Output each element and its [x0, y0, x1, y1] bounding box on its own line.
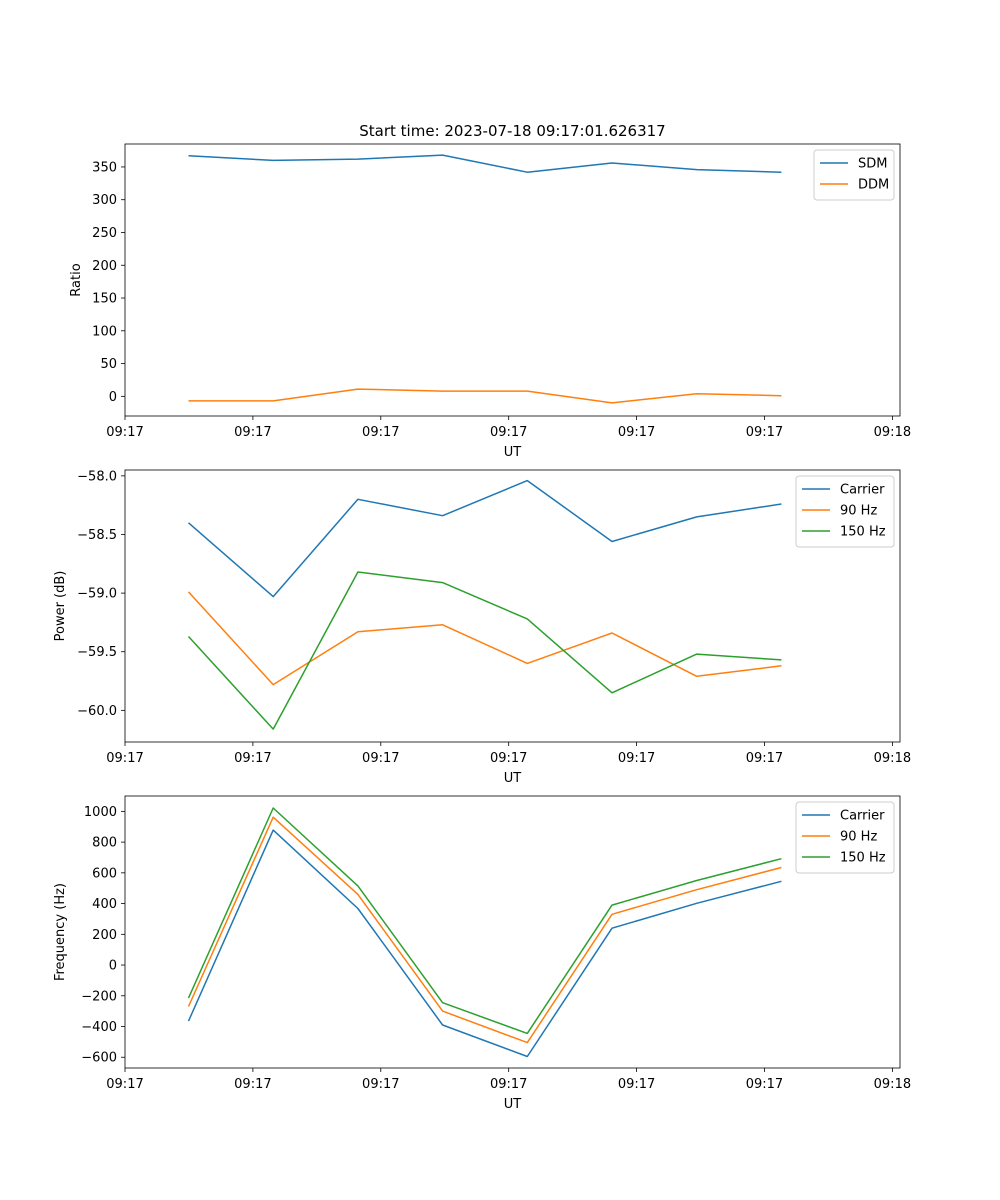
ratio-y-tick-label: 0	[109, 390, 117, 405]
ratio-x-tick-label: 09:17	[746, 425, 783, 440]
ratio-y-tick-label: 300	[92, 193, 117, 208]
frequency-panel: 09:17 09:17 09:17 09:17 09:17 09:17 09:18 −600 −…	[53, 795, 911, 1112]
frequency-x-axis-label: UT	[504, 1097, 522, 1112]
power-x-tick-label: 09:17	[362, 751, 399, 766]
frequency-x-tick-label: 09:18	[874, 1077, 911, 1092]
ratio-x-axis-label: UT	[504, 445, 522, 460]
power-axes-frame	[124, 469, 901, 743]
frequency-legend-label: 90 Hz	[840, 830, 877, 845]
frequency-x-tick-label: 09:17	[362, 1077, 399, 1092]
frequency-legend	[795, 801, 895, 874]
power-panel: 09:17 09:17 09:17 09:17 09:17 09:17 09:18 −60.0…	[53, 469, 911, 786]
ratio-x-tick-label: 09:17	[490, 425, 527, 440]
ratio-y-tick-label: 350	[92, 160, 117, 175]
frequency-y-tick-label: 400	[92, 897, 117, 912]
frequency-y-tick-label: −200	[81, 989, 117, 1004]
frequency-y-tick-label: 600	[92, 866, 117, 881]
power-x-tick-label: 09:17	[618, 751, 655, 766]
ratio-legend-label: SDM	[858, 157, 887, 172]
frequency-y-tick-label: 800	[92, 836, 117, 851]
power-series-90-hz	[187, 591, 782, 686]
frequency-y-tick-label: 1000	[84, 805, 117, 820]
chart-title: Start time: 2023-07-18 09:17:01.626317	[359, 122, 665, 140]
power-x-tick-label: 09:17	[106, 751, 143, 766]
frequency-x-tick-label: 09:17	[490, 1077, 527, 1092]
ratio-x-tick-label: 09:17	[618, 425, 655, 440]
frequency-y-axis-label: Frequency (Hz)	[53, 883, 68, 981]
ratio-y-axis-label: Ratio	[69, 263, 84, 296]
frequency-legend-label: Carrier	[840, 809, 885, 824]
frequency-legend-label: 150 Hz	[840, 851, 886, 866]
power-legend-label: 90 Hz	[840, 504, 877, 519]
power-x-tick-label: 09:17	[234, 751, 271, 766]
frequency-y-tick-label: −400	[81, 1020, 117, 1035]
power-x-tick-label: 09:18	[874, 751, 911, 766]
frequency-x-tick-label: 09:17	[618, 1077, 655, 1092]
ratio-axes-frame	[124, 143, 901, 417]
power-series-150-hz	[187, 571, 782, 730]
power-x-tick-label: 09:17	[490, 751, 527, 766]
frequency-x-tick-label: 09:17	[234, 1077, 271, 1092]
frequency-y-tick-label: −600	[81, 1051, 117, 1066]
ratio-x-tick-label: 09:17	[362, 425, 399, 440]
power-series-carrier	[188, 479, 782, 598]
frequency-y-tick-label: 200	[92, 928, 117, 943]
power-x-tick-label: 09:17	[746, 751, 783, 766]
power-y-tick-label: −59.0	[77, 587, 117, 602]
ratio-x-tick-label: 09:17	[234, 425, 271, 440]
ratio-y-tick-label: 200	[92, 259, 117, 274]
power-x-axis-label: UT	[504, 771, 522, 786]
frequency-series-90-hz	[187, 816, 782, 1044]
ratio-series-ddm	[188, 388, 782, 404]
power-y-tick-label: −60.0	[77, 704, 117, 719]
ratio-x-tick-label: 09:18	[874, 425, 911, 440]
ratio-legend-label: DDM	[858, 178, 889, 193]
frequency-x-tick-label: 09:17	[106, 1077, 143, 1092]
frequency-y-tick-label: 0	[109, 959, 117, 974]
power-y-tick-label: −58.0	[77, 469, 117, 484]
ratio-y-tick-label: 50	[100, 357, 117, 372]
frequency-series-150-hz	[187, 807, 782, 1035]
frequency-x-tick-label: 09:17	[746, 1077, 783, 1092]
power-y-tick-label: −59.5	[77, 645, 117, 660]
power-y-tick-label: −58.5	[77, 528, 117, 543]
ratio-y-tick-label: 150	[92, 292, 117, 307]
frequency-axes-frame	[124, 795, 901, 1069]
power-legend	[795, 475, 895, 548]
frequency-series-carrier	[187, 829, 782, 1058]
ratio-x-tick-label: 09:17	[106, 425, 143, 440]
power-legend-label: 150 Hz	[840, 525, 886, 540]
power-y-axis-label: Power (dB)	[53, 571, 68, 642]
ratio-y-tick-label: 100	[92, 324, 117, 339]
ratio-y-tick-label: 250	[92, 226, 117, 241]
power-legend-label: Carrier	[840, 483, 885, 498]
ratio-panel: 09:17 09:17 09:17 09:17 09:17 09:17 09:18 0 50 10…	[69, 143, 911, 460]
ratio-series-sdm	[188, 154, 782, 173]
